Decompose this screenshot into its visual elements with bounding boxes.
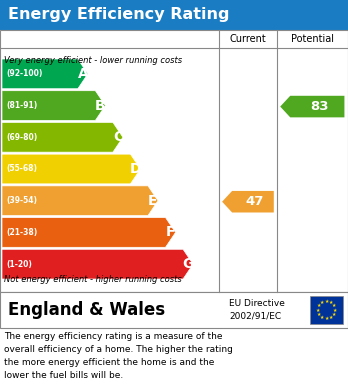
- Polygon shape: [2, 122, 123, 152]
- Text: A: A: [78, 67, 88, 81]
- Text: Very energy efficient - lower running costs: Very energy efficient - lower running co…: [4, 56, 182, 65]
- Text: (81-91): (81-91): [6, 101, 37, 110]
- Bar: [0, 30, 348, 292]
- Text: The energy efficiency rating is a measure of the
overall efficiency of a home. T: The energy efficiency rating is a measur…: [4, 332, 233, 380]
- Polygon shape: [2, 217, 175, 247]
- Text: ★: ★: [316, 307, 320, 312]
- Polygon shape: [280, 96, 345, 117]
- Text: B: B: [95, 99, 106, 113]
- Text: 47: 47: [246, 195, 264, 208]
- Text: (1-20): (1-20): [6, 260, 32, 269]
- Text: ★: ★: [320, 315, 324, 320]
- Polygon shape: [2, 249, 193, 279]
- Text: ★: ★: [333, 307, 337, 312]
- Text: Not energy efficient - higher running costs: Not energy efficient - higher running co…: [4, 275, 182, 284]
- Text: (92-100): (92-100): [6, 69, 42, 78]
- Text: ★: ★: [332, 303, 336, 308]
- Polygon shape: [2, 59, 88, 89]
- Text: (55-68): (55-68): [6, 165, 37, 174]
- Polygon shape: [2, 186, 158, 215]
- Text: C: C: [113, 130, 123, 144]
- Text: Potential: Potential: [291, 34, 334, 44]
- Text: ★: ★: [320, 300, 324, 305]
- Text: D: D: [130, 162, 141, 176]
- Text: Energy Efficiency Rating: Energy Efficiency Rating: [8, 7, 229, 23]
- Text: ★: ★: [329, 300, 333, 305]
- Text: G: G: [182, 257, 194, 271]
- Polygon shape: [222, 191, 274, 212]
- Text: F: F: [166, 226, 175, 239]
- Text: ★: ★: [324, 316, 329, 321]
- Text: ★: ★: [317, 303, 322, 308]
- Bar: [0, 292, 348, 328]
- Text: (39-54): (39-54): [6, 196, 37, 205]
- Text: Current: Current: [230, 34, 266, 44]
- Text: ★: ★: [329, 315, 333, 320]
- Text: E: E: [148, 194, 158, 208]
- Text: ★: ★: [324, 299, 329, 304]
- Text: ★: ★: [332, 312, 336, 317]
- Polygon shape: [2, 91, 105, 120]
- Text: ★: ★: [317, 312, 322, 317]
- Text: England & Wales: England & Wales: [8, 301, 165, 319]
- Bar: [310, 296, 343, 324]
- Text: 83: 83: [310, 100, 329, 113]
- Text: (21-38): (21-38): [6, 228, 37, 237]
- Text: 2002/91/EC: 2002/91/EC: [229, 312, 282, 321]
- Bar: [0, 0, 348, 30]
- Polygon shape: [2, 154, 141, 184]
- Text: (69-80): (69-80): [6, 133, 37, 142]
- Text: EU Directive: EU Directive: [229, 299, 285, 308]
